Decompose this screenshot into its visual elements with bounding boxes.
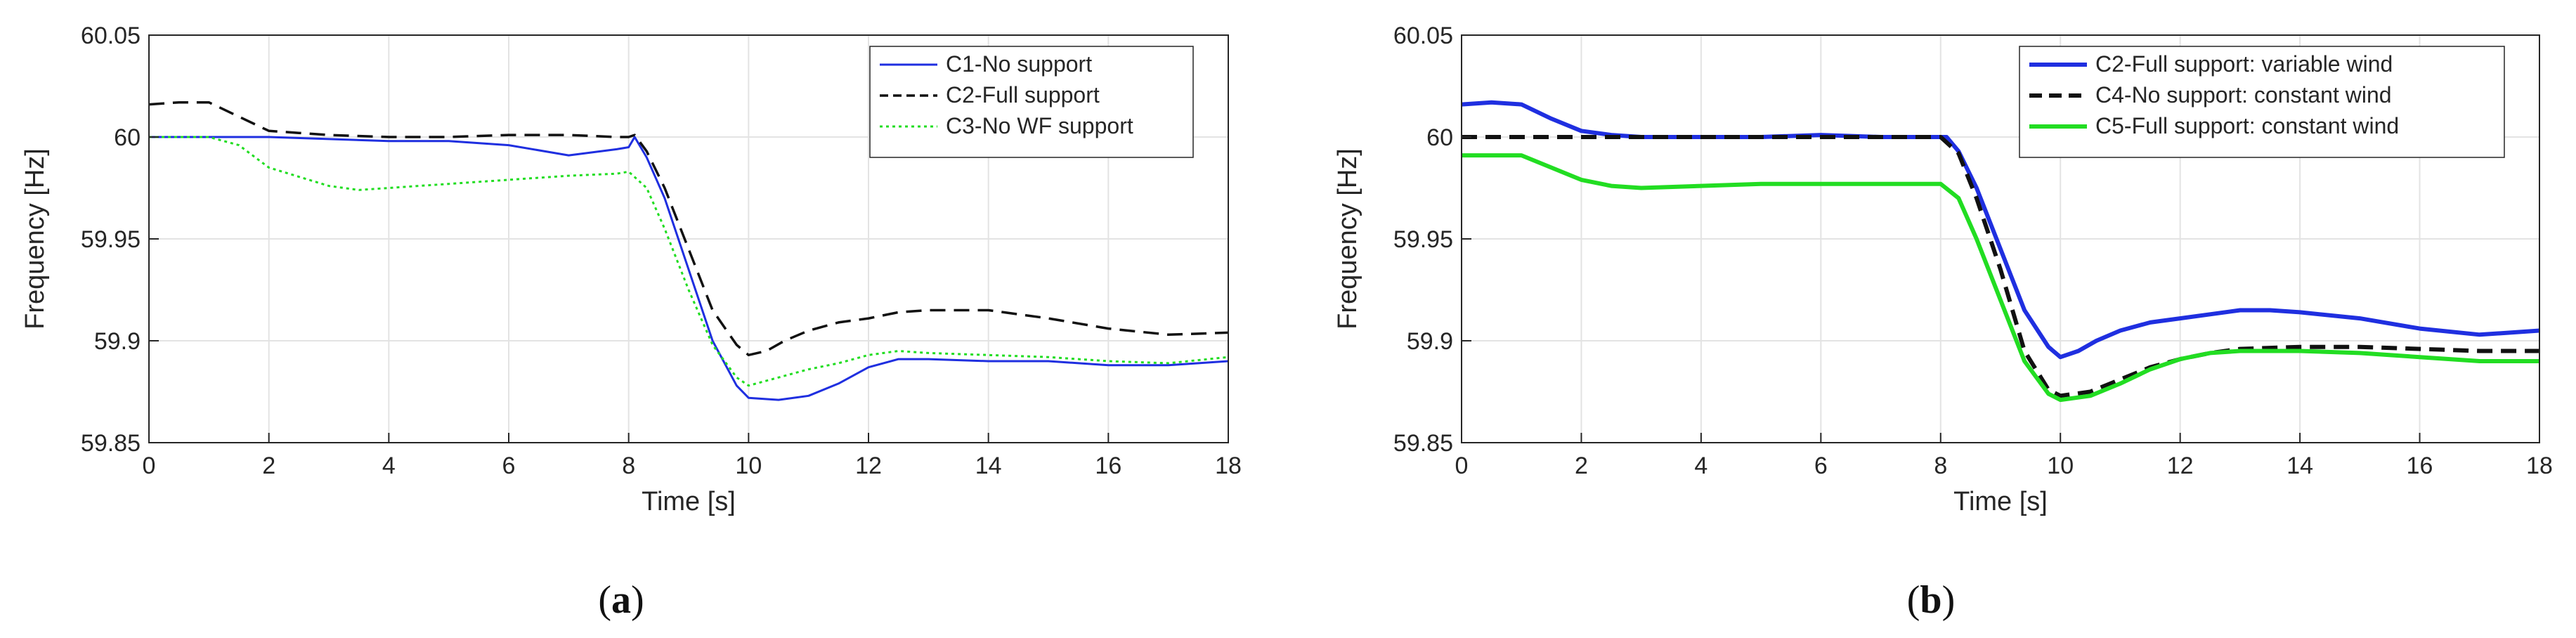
- x-tick-label: 14: [2286, 453, 2313, 479]
- panel-label-close-paren: ): [1942, 578, 1956, 622]
- x-tick-label: 8: [622, 453, 635, 479]
- y-tick-label: 60.05: [1393, 22, 1453, 49]
- panel-label-open-paren: (: [598, 578, 611, 622]
- x-tick-label: 12: [2167, 453, 2194, 479]
- panel-label-letter: b: [1920, 578, 1941, 622]
- y-tick-label: 60.05: [81, 22, 141, 49]
- y-tick-label: 59.85: [81, 430, 141, 457]
- legend-label-2: C4-No support: constant wind: [2095, 82, 2392, 108]
- y-axis-label: Frequency [Hz]: [20, 148, 50, 330]
- series-line-3: [149, 136, 1228, 387]
- legend-label-1: C1-No support: [946, 51, 1092, 77]
- x-tick-label: 16: [2407, 453, 2433, 479]
- x-tick-label: 18: [2526, 453, 2553, 479]
- legend-label-3: C3-No WF support: [946, 113, 1133, 138]
- series-line-3: [1462, 153, 2539, 403]
- x-tick-label: 6: [502, 453, 516, 479]
- x-tick-label: 18: [1215, 453, 1242, 479]
- x-tick-label: 0: [143, 453, 156, 479]
- x-tick-label: 16: [1095, 453, 1121, 479]
- y-axis-label: Frequency [Hz]: [1333, 148, 1362, 330]
- series-line-2: [1462, 135, 2539, 398]
- series-line-2: [149, 100, 1228, 357]
- series-line-1: [149, 136, 1228, 401]
- x-tick-label: 8: [1934, 453, 1947, 479]
- x-tick-label: 2: [1575, 453, 1588, 479]
- x-tick-label: 4: [382, 453, 396, 479]
- chart-panel-b: 0 2 4 6 8 10 12 14 16 18 59.85 59.9 59.95 60 60.05 Time…: [1333, 22, 2553, 622]
- x-tick-label: 10: [735, 453, 762, 479]
- panel-label-close-paren: ): [631, 578, 644, 622]
- x-tick-label: 14: [975, 453, 1002, 479]
- y-tick-label: 59.9: [1407, 328, 1453, 355]
- series-group: [149, 100, 1228, 401]
- x-tick-label: 10: [2047, 453, 2074, 479]
- x-tick-label: 6: [1814, 453, 1828, 479]
- y-tick-label: 59.95: [1393, 226, 1453, 253]
- x-axis-label: Time [s]: [1953, 487, 2048, 516]
- panel-label: (b): [1907, 578, 1955, 622]
- y-tick-label: 59.95: [81, 226, 141, 253]
- chart-panel-a: 0 2 4 6 8 10 12 14 16 18 59.85 59.9 59.95 60 60.05 Time…: [20, 22, 1242, 622]
- panel-label-open-paren: (: [1907, 578, 1920, 622]
- y-tick-label: 60: [1426, 124, 1453, 151]
- x-tick-label: 4: [1694, 453, 1707, 479]
- y-tick-label: 59.9: [94, 328, 141, 355]
- x-axis-label: Time [s]: [642, 487, 736, 516]
- legend-label-2: C2-Full support: [946, 82, 1100, 108]
- panel-label: (a): [598, 578, 644, 622]
- x-tick-label: 2: [262, 453, 275, 479]
- legend: C2-Full support: variable wind C4-No supp…: [2019, 46, 2505, 158]
- x-tick-label: 0: [1455, 453, 1469, 479]
- y-tick-label: 60: [114, 124, 141, 151]
- x-tick-label: 12: [855, 453, 882, 479]
- legend-box: [2019, 46, 2505, 158]
- panel-label-letter: a: [611, 578, 631, 622]
- y-tick-label: 59.85: [1393, 430, 1453, 457]
- legend-label-3: C5-Full support: constant wind: [2095, 113, 2399, 138]
- legend-label-1: C2-Full support: variable wind: [2095, 51, 2393, 77]
- series-group: [1462, 100, 2539, 403]
- legend: C1-No support C2-Full support C3-No WF sup…: [869, 46, 1194, 158]
